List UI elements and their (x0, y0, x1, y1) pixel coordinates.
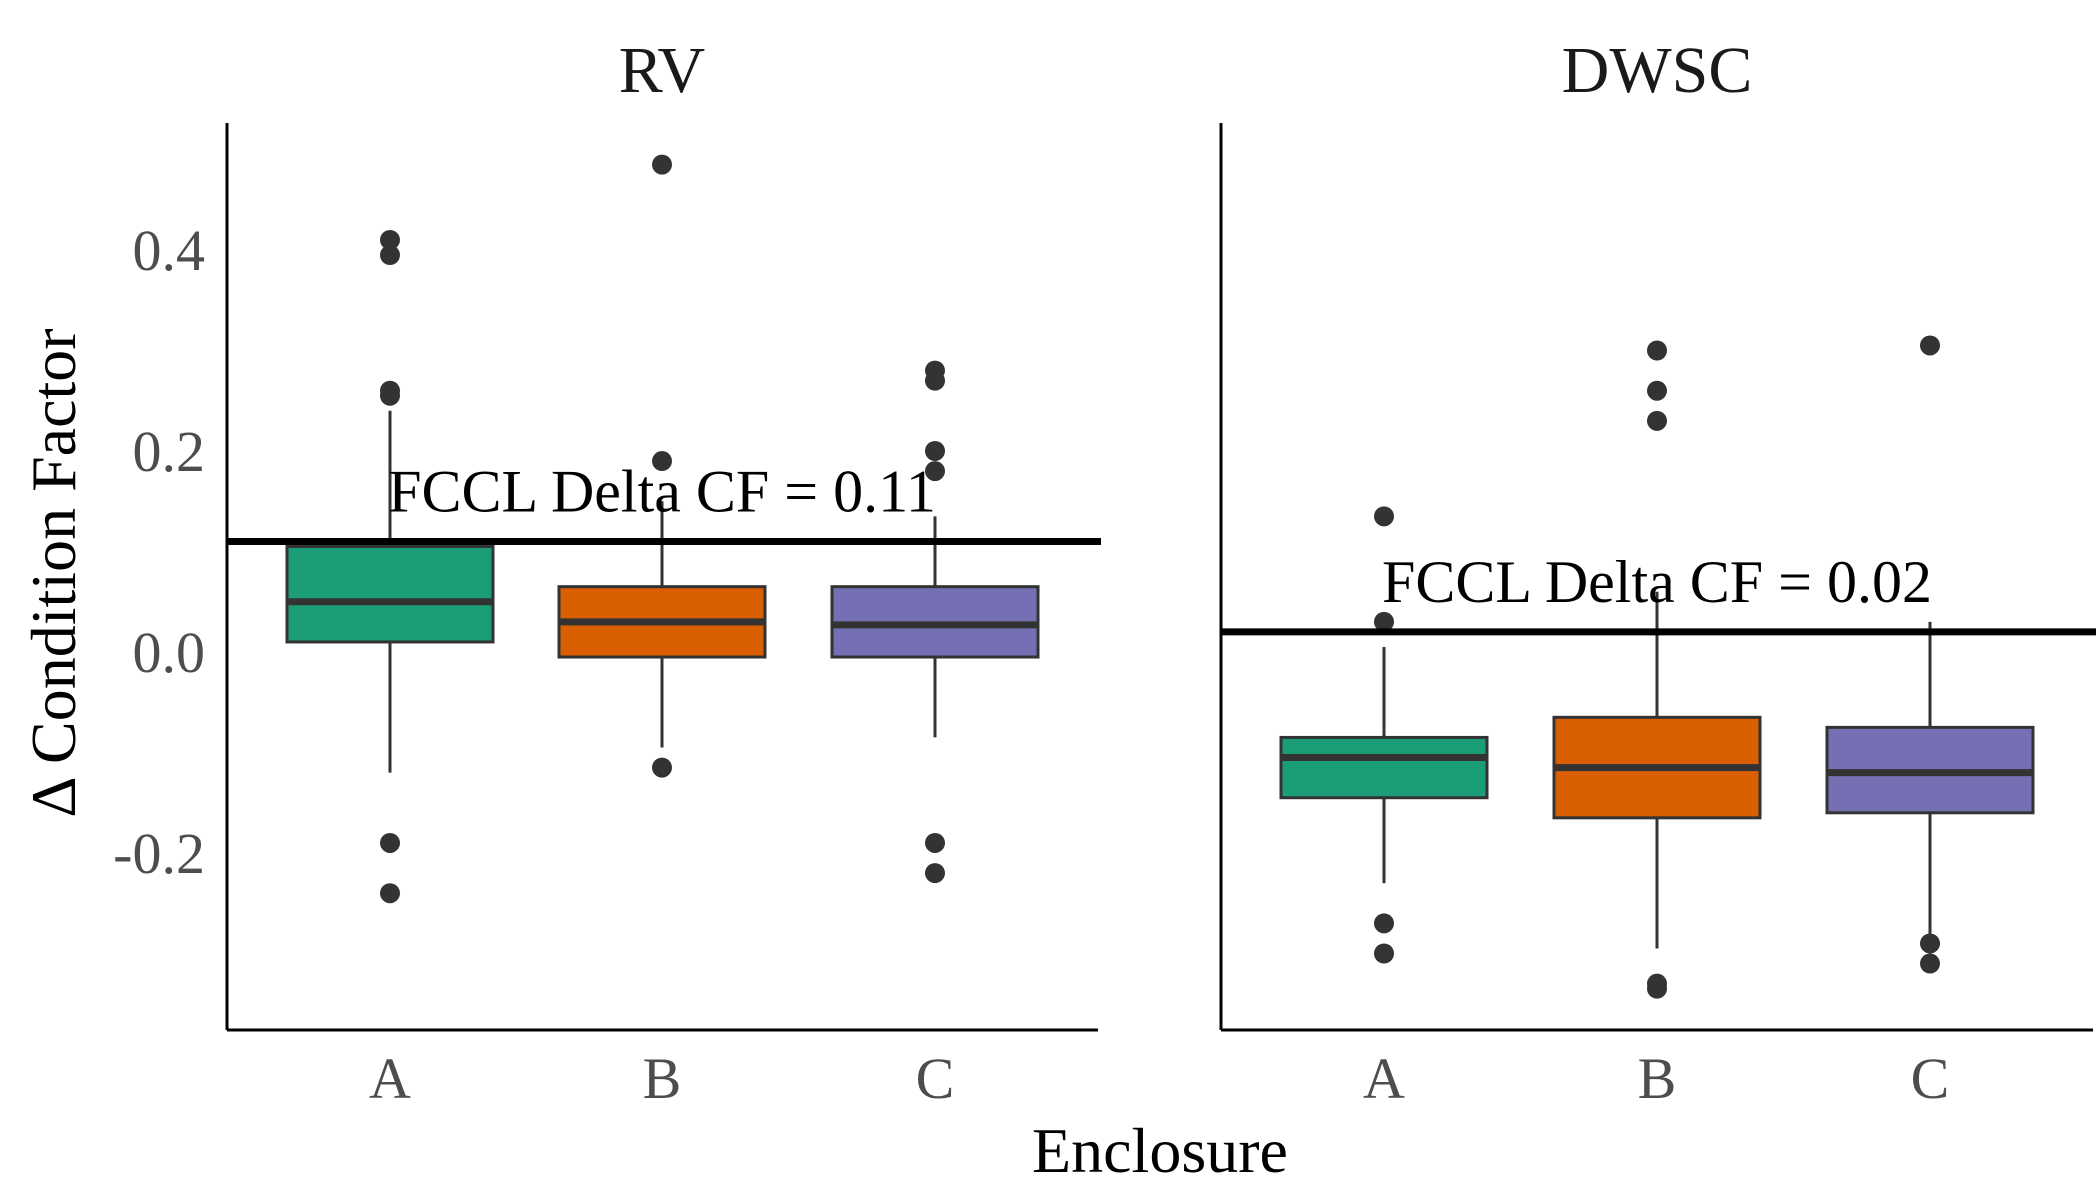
x-tick-label: B (643, 1046, 682, 1111)
outlier-point (380, 385, 400, 406)
outlier-point (1647, 380, 1667, 401)
box-a (285, 229, 495, 904)
outlier-point (1374, 611, 1394, 632)
outlier-point (1920, 953, 1940, 974)
box-iqr (285, 544, 495, 644)
y-tick-label: 0.2 (133, 419, 206, 484)
outlier-point (1920, 335, 1940, 356)
x-tick-label: C (916, 1046, 955, 1111)
box-c (1825, 335, 2035, 974)
box-iqr (1279, 735, 1489, 800)
outlier-point (1374, 943, 1394, 964)
x-axis-title: Enclosure (1032, 1115, 1288, 1186)
outlier-point (1374, 913, 1394, 934)
outlier-point (1920, 933, 1940, 954)
outlier-point (1647, 978, 1667, 999)
outlier-point (1647, 410, 1667, 431)
x-tick-label: A (1363, 1046, 1405, 1111)
box-b (557, 154, 767, 778)
y-tick-label: 0.0 (133, 620, 206, 685)
outlier-point (380, 883, 400, 904)
x-tick-label: C (1911, 1046, 1950, 1111)
box-a (1279, 506, 1489, 964)
x-tick-label: B (1638, 1046, 1677, 1111)
outlier-point (652, 154, 672, 175)
outlier-point (925, 441, 945, 461)
outlier-point (1647, 340, 1667, 361)
panel-rv: RV A B C FCCL Delta CF = 0.11 (225, 34, 1101, 1111)
outlier-point (652, 451, 672, 472)
outlier-point (925, 863, 945, 884)
y-axis-title: Δ Condition Factor (18, 328, 89, 817)
outlier-point (925, 832, 945, 853)
y-tick-label: 0.4 (133, 218, 206, 283)
reference-label: FCCL Delta CF = 0.11 (388, 458, 936, 524)
outlier-point (380, 229, 400, 250)
facet-title-rv: RV (619, 34, 705, 107)
outlier-point (380, 832, 400, 853)
outlier-point (925, 461, 945, 482)
outlier-point (925, 370, 945, 391)
box-b (1552, 340, 1762, 999)
outlier-point (380, 245, 400, 266)
y-tick-label: -0.2 (113, 821, 205, 886)
outlier-point (1374, 506, 1394, 527)
facet-title-dwsc: DWSC (1562, 34, 1753, 107)
box-c (830, 360, 1040, 884)
reference-label: FCCL Delta CF = 0.02 (1382, 549, 1932, 615)
y-axis: 0.4 0.2 0.0 -0.2 (113, 218, 205, 886)
panel-dwsc: DWSC A B C FCCL Delta CF = 0.02 (1219, 34, 2096, 1111)
x-tick-label: A (369, 1046, 411, 1111)
outlier-point (652, 757, 672, 778)
